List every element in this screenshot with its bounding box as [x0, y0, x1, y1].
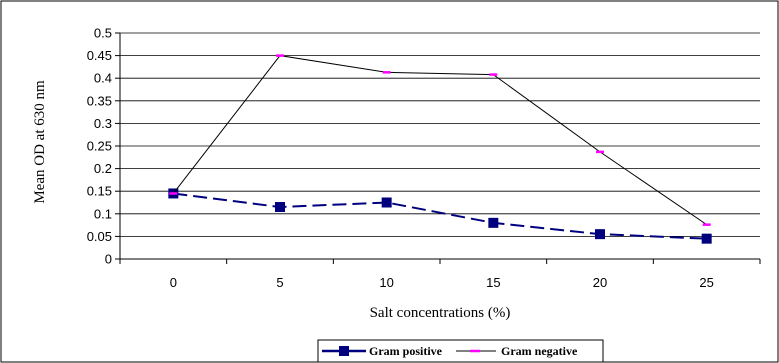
data-point-gram-positive	[595, 229, 605, 240]
data-point-gram-positive	[381, 197, 392, 208]
y-tick-label: 0.1	[94, 206, 112, 221]
y-tick-label: 0.05	[87, 229, 112, 244]
y-tick-label: 0.35	[87, 93, 112, 108]
series-line-gram-positive	[173, 192, 707, 240]
data-point-gram-positive	[275, 202, 285, 213]
legend: Gram positive Gram negative	[317, 339, 604, 363]
y-axis-title: Mean OD at 630 nm	[32, 80, 48, 204]
x-tick-label: 25	[699, 275, 713, 290]
x-tick-label: 0	[170, 275, 177, 290]
y-tick-label: 0.2	[94, 161, 112, 176]
y-tick-label: 0.45	[87, 48, 112, 63]
x-axis-title: Salt concentrations (%)	[370, 305, 511, 321]
y-tick-label: 0.3	[94, 116, 112, 131]
y-tick-label: 0.5	[94, 26, 112, 41]
y-tick-labels: 0 0.05 0.1 0.15 0.2 0.25 0.3 0.35 0.4 0.45 0.5	[87, 26, 112, 267]
legend-label-gram-negative: Gram negative	[501, 344, 578, 358]
y-tick-label: 0.4	[94, 71, 112, 86]
x-tick-label: 10	[379, 275, 393, 290]
data-point-gram-positive	[701, 233, 712, 244]
series	[168, 54, 712, 244]
data-point-gram-positive	[488, 217, 499, 228]
x-tick-label: 5	[276, 275, 283, 290]
series-line-gram-negative	[172, 55, 707, 226]
x-tick-labels: 0 5 10 15 20 25	[170, 275, 714, 290]
y-tick-label: 0	[105, 252, 112, 267]
axes	[115, 32, 761, 264]
x-tick-label: 20	[593, 275, 607, 290]
x-tick-label: 15	[486, 275, 500, 290]
y-tick-label: 0.15	[87, 184, 112, 199]
y-tick-label: 0.25	[87, 139, 112, 154]
legend-label-gram-positive: Gram positive	[369, 344, 443, 358]
legend-marker-gram-positive	[339, 346, 349, 356]
